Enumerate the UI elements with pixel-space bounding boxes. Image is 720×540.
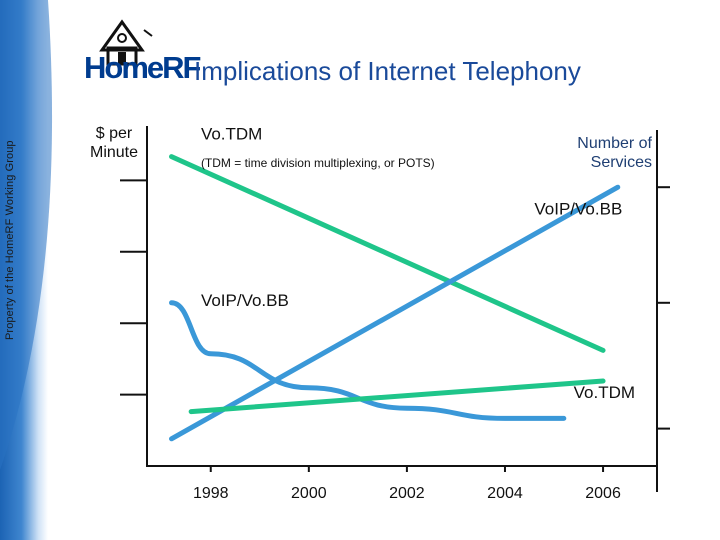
annotation-0: Vo.TDM [201, 125, 262, 144]
annotation-2: VoIP/Vo.BB [534, 199, 622, 218]
series-line-green-0 [169, 154, 606, 353]
logo-text: HomeRF [84, 50, 201, 85]
x-tick-label: 2006 [585, 485, 621, 502]
x-tick-label: 1998 [193, 485, 229, 502]
annotation-4: Vo.TDM [574, 383, 635, 402]
left-axis-label: $ per Minute [89, 125, 139, 161]
x-tick-label: 2002 [389, 485, 425, 502]
side-wave-decoration [0, 0, 53, 470]
series-line-green-3 [188, 378, 606, 415]
x-tick-label: 2004 [487, 485, 523, 502]
house-logo-icon [99, 19, 153, 66]
page-title: Implications of Internet Telephony [194, 56, 581, 86]
series-line-blue-2 [169, 300, 567, 421]
x-tick-label: 2000 [291, 485, 327, 502]
right-axis-label: Number of Services [577, 135, 652, 171]
annotation-3: VoIP/Vo.BB [201, 291, 289, 310]
series-line-blue-1 [169, 184, 621, 442]
annotation-1: (TDM = time division multiplexing, or PO… [201, 156, 435, 170]
